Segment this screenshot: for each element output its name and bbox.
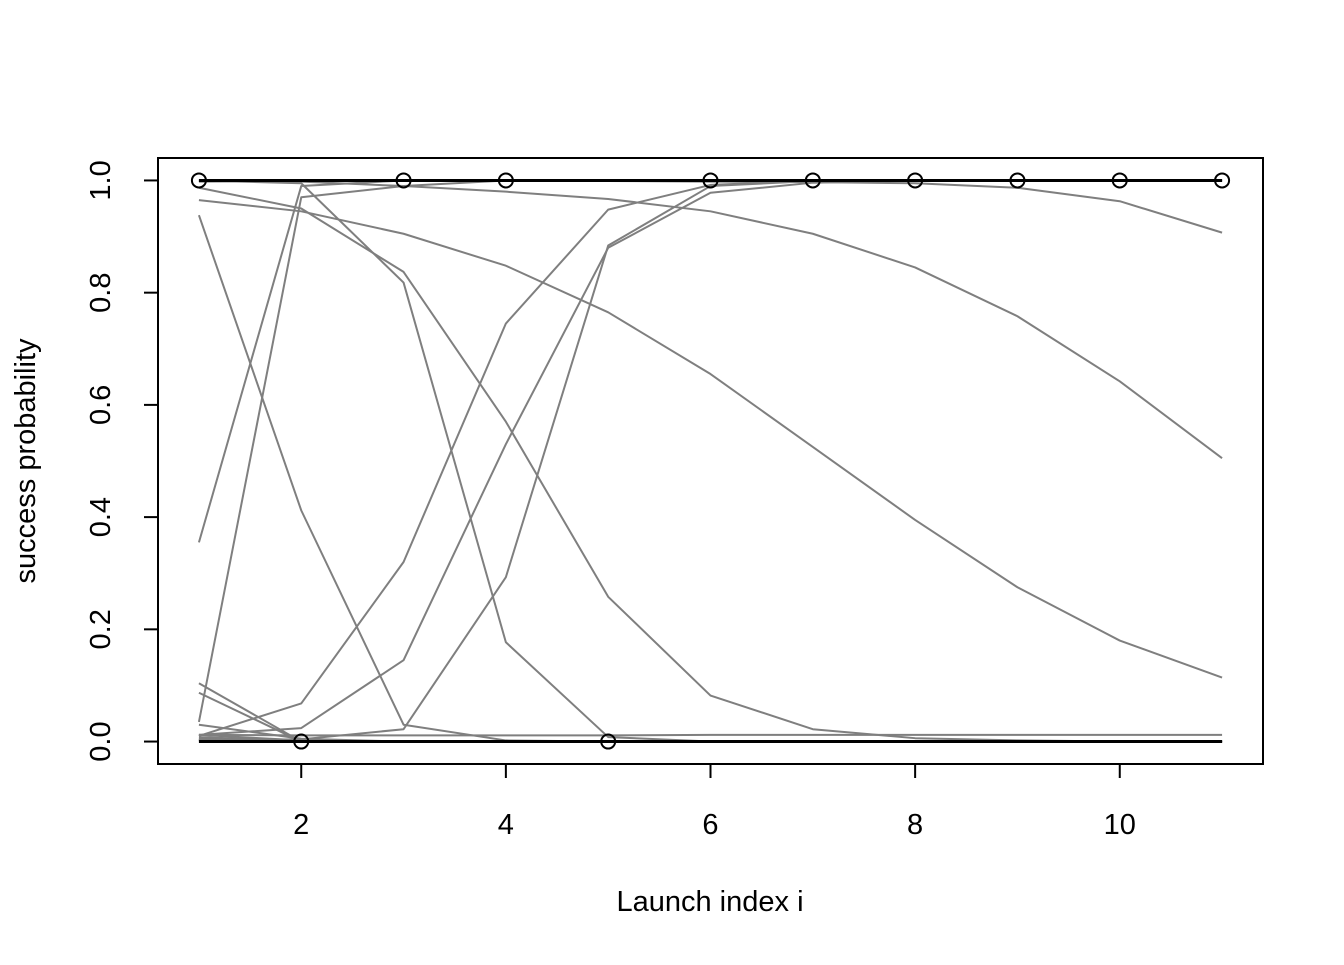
series-line-3 xyxy=(197,214,1223,743)
series-line-10 xyxy=(198,179,1223,736)
observed-point-4 xyxy=(497,172,514,189)
y-tick-label: 0.8 xyxy=(85,273,117,313)
y-tick-label: 0.0 xyxy=(85,721,117,761)
x-axis: 2 4 6 8 10 xyxy=(293,763,1136,841)
y-axis-title: success probability xyxy=(10,338,42,583)
x-tick-label: 10 xyxy=(1104,809,1136,841)
observed-point-1 xyxy=(190,172,207,189)
series-line-12 xyxy=(198,682,1223,743)
series-line-9 xyxy=(198,179,1223,737)
observed-point-5 xyxy=(600,733,617,750)
observed-point-10 xyxy=(1111,172,1128,189)
reference-layer xyxy=(198,178,1223,744)
series-line-7 xyxy=(198,180,1223,234)
y-axis: 0.0 0.2 0.4 0.6 0.8 1.0 xyxy=(85,160,159,762)
series-line-4 xyxy=(198,186,1223,743)
series-line-6 xyxy=(198,179,1223,459)
series-line-5 xyxy=(198,199,1223,679)
observed-point-11 xyxy=(1214,172,1231,189)
series-line-14 xyxy=(198,723,1223,743)
observed-point-3 xyxy=(395,172,412,189)
series-line-11 xyxy=(198,179,1223,742)
series-layer xyxy=(197,179,1223,743)
series-line-8 xyxy=(198,179,1223,743)
series-line-2 xyxy=(197,179,1223,543)
y-tick-label: 0.4 xyxy=(85,497,117,537)
observed-point-7 xyxy=(804,172,821,189)
points-layer xyxy=(190,172,1231,750)
observed-point-9 xyxy=(1009,172,1026,189)
x-tick-label: 4 xyxy=(498,809,514,841)
observed-point-2 xyxy=(293,733,310,750)
x-tick-label: 2 xyxy=(293,809,309,841)
series-line-21 xyxy=(198,733,1223,737)
x-axis-title: Launch index i xyxy=(616,886,803,918)
y-tick-label: 0.6 xyxy=(85,385,117,425)
series-line-1 xyxy=(197,179,1223,723)
x-tick-label: 6 xyxy=(702,809,718,841)
x-tick-label: 8 xyxy=(907,809,923,841)
observed-point-8 xyxy=(907,172,924,189)
observed-point-6 xyxy=(702,172,719,189)
y-tick-label: 0.2 xyxy=(85,609,117,649)
y-tick-label: 1.0 xyxy=(85,160,117,200)
